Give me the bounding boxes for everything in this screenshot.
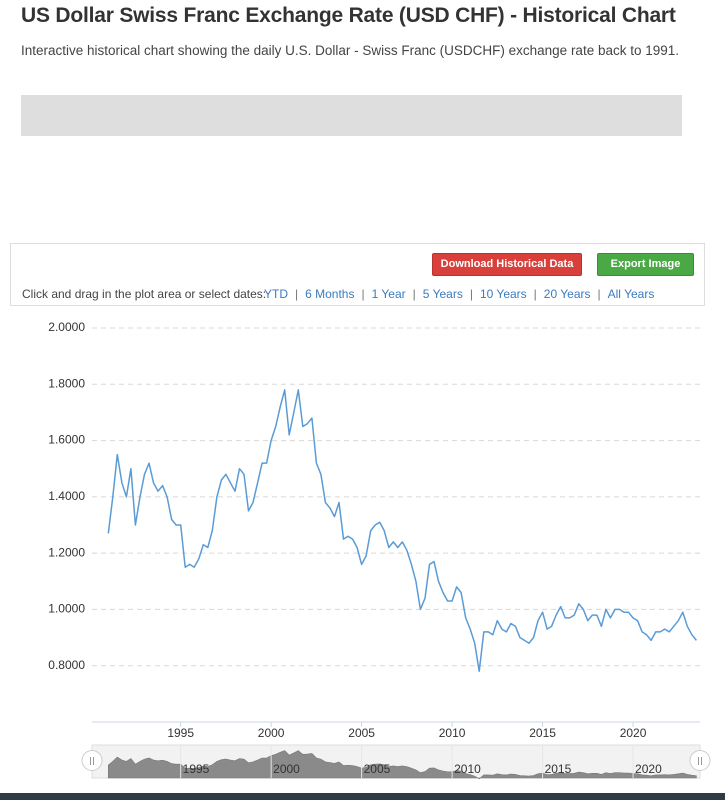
page-title: US Dollar Swiss Franc Exchange Rate (USD… <box>21 4 676 27</box>
y-tick-label: 1.4000 <box>48 489 85 503</box>
navigator-tick-label: 1995 <box>183 762 210 776</box>
range-link[interactable]: 1 Year <box>354 287 405 301</box>
range-link[interactable]: YTD <box>264 287 288 301</box>
x-tick-label: 2010 <box>439 726 466 740</box>
x-tick-label: 2005 <box>348 726 375 740</box>
download-button[interactable]: Download Historical Data <box>432 253 582 276</box>
navigator-handle[interactable] <box>81 750 103 771</box>
navigator-tick-label: 2005 <box>364 762 391 776</box>
navigator-tick-label: 2010 <box>454 762 481 776</box>
range-link[interactable]: 10 Years <box>463 287 527 301</box>
range-link[interactable]: 5 Years <box>406 287 463 301</box>
range-link[interactable]: 20 Years <box>527 287 591 301</box>
navigator-tick-label: 2020 <box>635 762 662 776</box>
x-tick-label: 2015 <box>529 726 556 740</box>
page-subtitle: Interactive historical chart showing the… <box>21 43 680 58</box>
x-tick-label: 1995 <box>167 726 194 740</box>
export-button[interactable]: Export Image <box>597 253 694 276</box>
navigator-tick-label: 2015 <box>545 762 572 776</box>
y-tick-label: 1.6000 <box>48 433 85 447</box>
y-tick-label: 1.8000 <box>48 376 85 390</box>
ad-placeholder <box>21 95 682 136</box>
footer-bar <box>0 793 725 800</box>
y-tick-label: 0.8000 <box>48 658 85 672</box>
range-link[interactable]: All Years <box>591 287 655 301</box>
navigator-handle[interactable] <box>689 750 711 771</box>
range-link[interactable]: 6 Months <box>288 287 354 301</box>
navigator-tick-label: 2000 <box>273 762 300 776</box>
x-tick-label: 2000 <box>258 726 285 740</box>
price-line <box>107 389 697 673</box>
x-tick-label: 2020 <box>620 726 647 740</box>
y-tick-label: 2.0000 <box>48 320 85 334</box>
range-prompt: Click and drag in the plot area or selec… <box>22 287 267 301</box>
range-links: YTD6 Months1 Year5 Years10 Years20 Years… <box>264 287 654 301</box>
y-tick-label: 1.2000 <box>48 545 85 559</box>
chart-toolbar: Download Historical Data Export Image Cl… <box>10 243 705 306</box>
navigator-area <box>107 750 697 780</box>
y-tick-label: 1.0000 <box>48 602 85 616</box>
